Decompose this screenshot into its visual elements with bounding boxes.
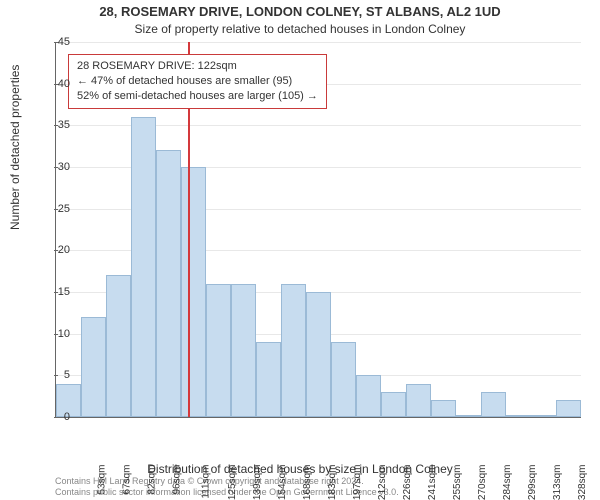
x-tick-label: 96sqm	[171, 465, 182, 495]
x-tick-label: 67sqm	[121, 465, 132, 495]
x-tick-label: 270sqm	[477, 465, 488, 500]
x-tick-label: 328sqm	[577, 465, 588, 500]
histogram-bar	[156, 150, 181, 417]
y-tick-mark	[54, 42, 58, 43]
y-tick-mark	[54, 375, 58, 376]
y-tick-label: 5	[48, 369, 70, 381]
x-tick-label: 139sqm	[252, 465, 263, 500]
y-tick-label: 10	[48, 328, 70, 340]
x-tick-label: 212sqm	[377, 465, 388, 500]
x-tick-label: 53sqm	[96, 465, 107, 495]
info-line: ← 47% of detached houses are smaller (95…	[77, 74, 318, 89]
y-tick-label: 30	[48, 161, 70, 173]
histogram-bar	[431, 400, 456, 417]
histogram-bar	[556, 400, 581, 417]
x-tick-label: 111sqm	[200, 465, 211, 499]
y-tick-label: 15	[48, 286, 70, 298]
y-tick-mark	[54, 209, 58, 210]
histogram-bar	[181, 167, 206, 417]
x-tick-label: 168sqm	[302, 465, 313, 500]
y-tick-label: 25	[48, 203, 70, 215]
histogram-bar	[331, 342, 356, 417]
histogram-bar	[106, 275, 131, 417]
histogram-bar	[356, 375, 381, 417]
y-tick-mark	[54, 125, 58, 126]
x-tick-label: 299sqm	[527, 465, 538, 500]
histogram-bar	[481, 392, 506, 417]
x-tick-label: 255sqm	[452, 465, 463, 500]
y-tick-label: 45	[48, 36, 70, 48]
info-box: 28 ROSEMARY DRIVE: 122sqm← 47% of detach…	[68, 54, 327, 109]
y-tick-mark	[54, 167, 58, 168]
x-tick-label: 125sqm	[227, 465, 238, 500]
chart-title-sub: Size of property relative to detached ho…	[0, 22, 600, 36]
x-tick-label: 82sqm	[146, 465, 157, 495]
histogram-bar	[256, 342, 281, 417]
histogram-bar	[381, 392, 406, 417]
histogram-bar	[406, 384, 431, 417]
info-line: 52% of semi-detached houses are larger (…	[77, 89, 318, 104]
histogram-bar	[231, 284, 256, 417]
x-tick-label: 154sqm	[277, 465, 288, 500]
histogram-bar	[281, 284, 306, 417]
chart-title-main: 28, ROSEMARY DRIVE, LONDON COLNEY, ST AL…	[0, 4, 600, 19]
y-tick-label: 20	[48, 244, 70, 256]
histogram-chart: 28, ROSEMARY DRIVE, LONDON COLNEY, ST AL…	[0, 0, 600, 500]
x-tick-label: 226sqm	[402, 465, 413, 500]
plot-area: 28 ROSEMARY DRIVE: 122sqm← 47% of detach…	[55, 42, 581, 418]
histogram-bar	[206, 284, 231, 417]
histogram-bar	[131, 117, 156, 417]
y-tick-mark	[54, 250, 58, 251]
y-tick-mark	[54, 292, 58, 293]
x-tick-label: 284sqm	[502, 465, 513, 500]
y-tick-label: 0	[48, 411, 70, 423]
y-tick-label: 40	[48, 78, 70, 90]
y-axis-label: Number of detached properties	[8, 65, 22, 230]
y-tick-mark	[54, 417, 58, 418]
histogram-bar	[81, 317, 106, 417]
histogram-bar	[306, 292, 331, 417]
histogram-bar	[506, 415, 531, 417]
x-tick-label: 197sqm	[352, 465, 363, 500]
gridline	[56, 42, 581, 43]
info-line: 28 ROSEMARY DRIVE: 122sqm	[77, 59, 318, 74]
y-tick-label: 35	[48, 119, 70, 131]
histogram-bar	[531, 415, 556, 417]
x-tick-label: 313sqm	[552, 465, 563, 500]
histogram-bar	[456, 415, 481, 417]
x-tick-label: 183sqm	[327, 465, 338, 500]
y-tick-mark	[54, 334, 58, 335]
x-tick-label: 241sqm	[427, 465, 438, 500]
y-tick-mark	[54, 84, 58, 85]
